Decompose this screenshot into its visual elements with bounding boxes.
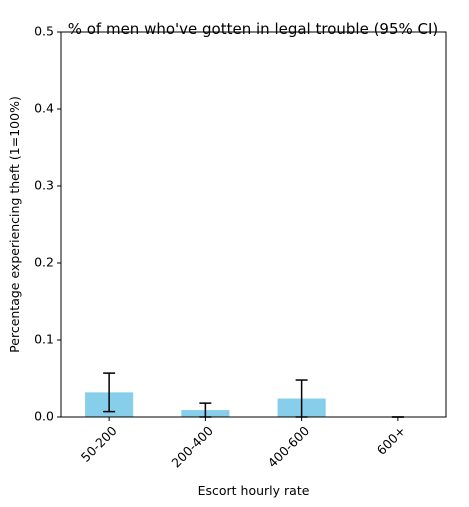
x-tick-label: 400-600 [265, 423, 313, 471]
x-axis-label: Escort hourly rate [198, 483, 310, 498]
chart-title: % of men who've gotten in legal trouble … [68, 20, 439, 38]
plot-area [85, 372, 404, 418]
x-tick-label: 50-200 [78, 423, 120, 465]
y-tick-label: 0.1 [34, 332, 54, 347]
y-tick-label: 0.3 [34, 178, 54, 193]
error-bar-50-200 [103, 372, 116, 413]
y-tick-label: 0.4 [34, 101, 54, 116]
x-axis: 50-200 200-400 400-600 600+ [78, 417, 409, 471]
y-axis-label: Percentage experiencing theft (1=100%) [7, 96, 22, 353]
y-axis: 0.0 0.1 0.2 0.3 0.4 0.5 [34, 24, 61, 424]
x-tick-label: 200-400 [168, 423, 216, 471]
plot-frame [60, 31, 447, 418]
y-tick-label: 0.5 [34, 24, 54, 39]
x-tick-label: 600+ [374, 423, 409, 458]
y-tick-label: 0.0 [34, 409, 54, 424]
y-tick-label: 0.2 [34, 255, 54, 270]
